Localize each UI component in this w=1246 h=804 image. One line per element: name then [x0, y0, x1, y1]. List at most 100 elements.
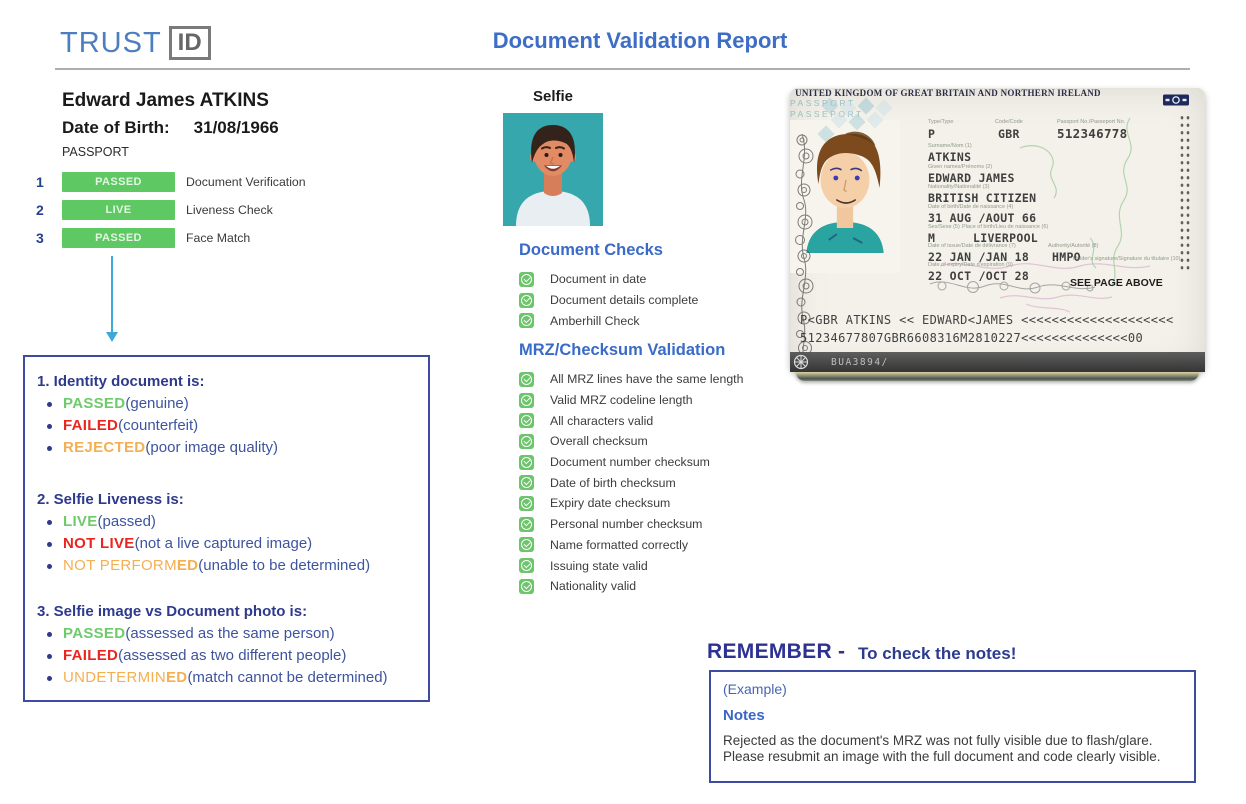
status-word: PASSED — [63, 625, 126, 642]
status-badge: LIVE — [62, 200, 175, 220]
passport-watermark: PASSPORT PASSEPORT — [790, 98, 1205, 120]
legend-item: FAILED (counterfeit) — [37, 415, 424, 437]
check-pass-icon — [519, 537, 534, 553]
document-type: PASSPORT — [62, 145, 129, 159]
legend-section: 3. Selfie image vs Document photo is: PA… — [25, 601, 424, 689]
passport-given-names-value: EDWARD JAMES — [928, 171, 1015, 185]
check-pass-icon — [519, 558, 534, 574]
legend-item: REJECTED (poor image quality) — [37, 437, 424, 459]
check-label: Nationality valid — [550, 579, 637, 594]
passport-see-page-note: SEE PAGE ABOVE — [1070, 277, 1163, 289]
remember-title: REMEMBER - — [707, 640, 846, 663]
check-row: Document in date — [519, 269, 698, 290]
bullet-icon — [47, 563, 52, 569]
legend-section-title: 2. Selfie Liveness is: — [37, 491, 184, 508]
status-word: FAILED — [63, 647, 119, 664]
result-label: Document Verification — [186, 175, 306, 189]
passport-number-value: 512346778 — [1057, 126, 1128, 141]
passport-surname-value: ATKINS — [928, 150, 972, 164]
notes-box: (Example) Notes Rejected as the document… — [709, 670, 1196, 783]
passport-scan: UNITED KINGDOM OF GREAT BRITAIN AND NORT… — [790, 88, 1205, 372]
legend-item: PASSED (assessed as the same person) — [37, 623, 424, 645]
status-word: ED — [176, 557, 199, 574]
check-label: Amberhill Check — [550, 313, 640, 328]
check-label: All MRZ lines have the same length — [550, 372, 744, 387]
legend-item: LIVE (passed) — [37, 511, 424, 533]
check-label: Document number checksum — [550, 455, 710, 470]
check-pass-icon — [519, 433, 534, 449]
result-number: 2 — [36, 202, 44, 218]
check-pass-icon — [519, 371, 534, 387]
selfie-photo — [503, 113, 603, 226]
passport-code-value: GBR — [998, 127, 1020, 141]
bullet-icon — [47, 401, 52, 407]
dob-value: 31/08/1966 — [193, 118, 279, 137]
check-row: Document details complete — [519, 290, 698, 311]
status-badge: PASSED — [62, 228, 175, 248]
check-label: Name formatted correctly — [550, 537, 689, 552]
status-desc: (not a live captured image) — [134, 535, 313, 552]
check-row: Name formatted correctly — [519, 535, 743, 556]
check-label: Date of birth checksum — [550, 475, 676, 490]
check-pass-icon — [519, 313, 534, 329]
result-number: 1 — [36, 174, 44, 190]
status-badge: PASSED — [62, 172, 175, 192]
status-word: LIVE — [63, 513, 98, 530]
check-row: All characters valid — [519, 410, 743, 431]
check-pass-icon — [519, 475, 534, 491]
legend-item: PASSED (genuine) — [37, 393, 424, 415]
result-label: Face Match — [186, 231, 251, 245]
check-row: Nationality valid — [519, 576, 743, 597]
passport-given-names-label: Given names/Prénoms (2) — [928, 164, 993, 170]
bullet-icon — [47, 423, 52, 429]
status-desc: (genuine) — [125, 395, 189, 412]
passport-pob-value: LIVERPOOL — [973, 231, 1039, 245]
status-word: PASSED — [63, 395, 126, 412]
status-desc: (poor image quality) — [145, 439, 278, 456]
perforation-dots — [1179, 114, 1192, 270]
check-pass-icon — [519, 292, 534, 308]
check-row: Amberhill Check — [519, 310, 698, 331]
check-label: Personal number checksum — [550, 517, 703, 532]
bullet-icon — [47, 541, 52, 547]
status-desc: (unable to be determined) — [198, 557, 371, 574]
check-row: Issuing state valid — [519, 555, 743, 576]
legend-section-title: 3. Selfie image vs Document photo is: — [37, 603, 308, 620]
result-row: 1 PASSED Document Verification — [36, 172, 306, 192]
mrz-validation-section: MRZ/Checksum Validation All MRZ lines ha… — [519, 341, 743, 597]
passport-surname-label: Surname/Nom (1) — [928, 143, 972, 149]
status-desc: (match cannot be determined) — [187, 669, 388, 686]
legend-section: 1. Identity document is: PASSED (genuine… — [25, 371, 424, 459]
passport-code-label: Code/Code — [995, 119, 1023, 125]
selfie-title: Selfie — [533, 88, 574, 105]
result-label: Liveness Check — [186, 203, 273, 217]
notes-example-label: (Example) — [723, 681, 787, 697]
status-desc: (assessed as the same person) — [125, 625, 335, 642]
legend-section: 2. Selfie Liveness is: LIVE (passed) NOT… — [25, 489, 424, 577]
document-checks-title: Document Checks — [519, 241, 663, 259]
check-row: Expiry date checksum — [519, 493, 743, 514]
passport-sex-label: Sex/Sexe (5) — [928, 224, 960, 230]
passport-nationality-value: BRITISH CITIZEN — [928, 191, 1037, 205]
mrz-line-2: 51234677807GBR6608316M2810227<<<<<<<<<<<… — [800, 331, 1144, 345]
passport-photo: BUA3894/ — [790, 120, 1205, 372]
check-label: Document in date — [550, 272, 647, 287]
check-row: Valid MRZ codeline length — [519, 390, 743, 411]
check-row: Personal number checksum — [519, 514, 743, 535]
check-row: Overall checksum — [519, 431, 743, 452]
remember-subtitle: To check the notes! — [858, 644, 1017, 663]
check-pass-icon — [519, 516, 534, 532]
status-desc: (passed) — [97, 513, 156, 530]
bullet-icon — [47, 653, 52, 659]
bullet-icon — [47, 519, 52, 525]
check-label: Valid MRZ codeline length — [550, 393, 693, 408]
mrz-validation-title: MRZ/Checksum Validation — [519, 341, 726, 359]
check-pass-icon — [519, 271, 534, 287]
check-row: Document number checksum — [519, 452, 743, 473]
passport-type-value: P — [928, 127, 936, 141]
passport-authority-label: Authority/Autorité (8) — [1048, 243, 1099, 249]
biometric-passport-icon — [1163, 93, 1189, 112]
bullet-icon — [47, 675, 52, 681]
passport-issue-label: Date of issue/Date de délivrance (7) — [928, 243, 1016, 249]
dob-label: Date of Birth: — [62, 118, 170, 137]
